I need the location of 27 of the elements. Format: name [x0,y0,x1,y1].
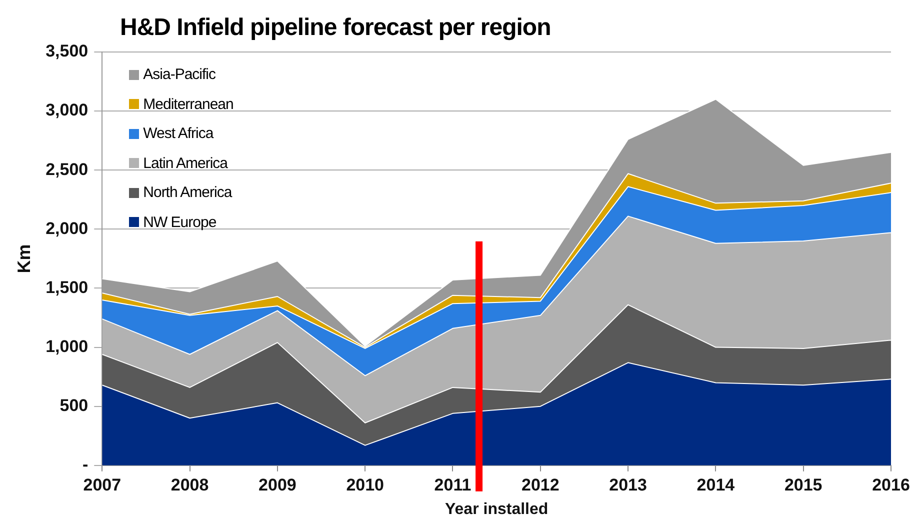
y-tick-label: 3,500 [46,42,88,61]
x-tick-label: 2009 [258,475,296,494]
y-axis-title: Km [14,244,34,274]
chart-title: H&D Infield pipeline forecast per region [120,14,551,42]
x-tick-label: 2013 [609,475,647,494]
legend-label: North America [143,184,232,202]
y-tick-label: 2,500 [46,160,88,179]
x-tick-label: 2012 [521,475,560,494]
x-tick-label: 2016 [872,475,910,494]
x-tick-label: 2008 [170,475,209,494]
y-tick-label: 3,000 [46,100,88,120]
x-tick-label: 2010 [346,475,384,494]
y-tick-label: 1,000 [46,336,88,356]
y-tick-label: 2,000 [46,218,88,238]
y-tick-label: 500 [60,396,88,416]
x-tick-label: 2014 [696,475,736,494]
x-tick-label: 2011 [434,475,472,494]
x-axis-title: Year installed [444,500,548,518]
legend-label: West Africa [143,125,214,142]
legend-label: Asia-Pacific [143,66,216,84]
y-tick-label: 1,500 [46,278,88,297]
legend-label: Latin America [143,154,228,172]
legend-label: NW Europe [143,214,216,231]
y-tick-label: - [82,455,88,474]
x-tick-label: 2015 [784,475,822,494]
legend-label: Mediterranean [143,96,234,113]
x-tick-label: 2007 [83,475,122,494]
